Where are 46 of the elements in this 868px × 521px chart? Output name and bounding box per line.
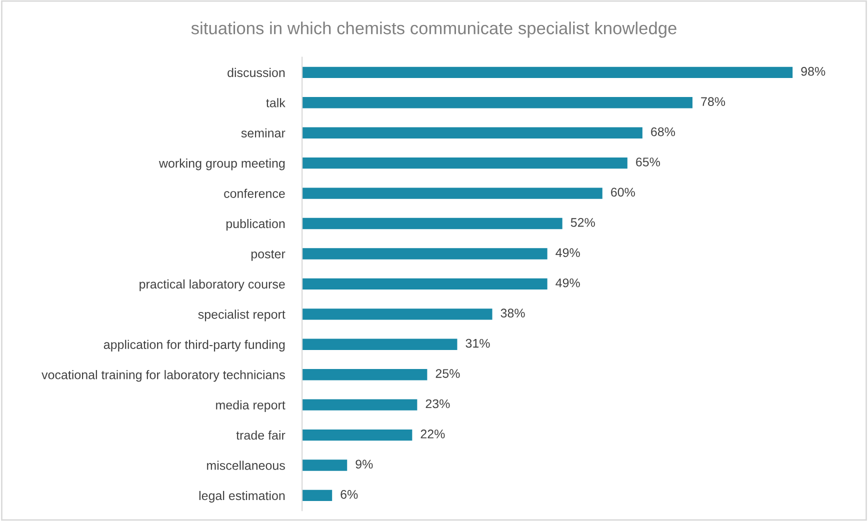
bar (302, 127, 642, 138)
bar (302, 248, 548, 260)
data-label: 78% (701, 97, 726, 106)
bar (302, 157, 628, 169)
bar (302, 338, 458, 350)
data-label: 65% (636, 158, 660, 166)
data-label: 31% (466, 338, 490, 348)
bar (302, 218, 562, 230)
bar (302, 188, 602, 199)
bar (302, 66, 793, 78)
bar (302, 97, 692, 108)
y-tick-label: legal estimation (199, 490, 285, 503)
y-tick-label: specialist report (198, 310, 286, 322)
y-tick-label: seminar (241, 128, 286, 138)
data-label: 23% (426, 399, 450, 408)
y-tick-label: conference (224, 188, 285, 198)
bar (302, 399, 418, 410)
bar (302, 490, 332, 502)
y-tick-label: application for third-party funding (104, 340, 285, 352)
y-tick-label: practical laboratory course (140, 279, 285, 292)
y-tick-label: vocational training for laboratory technicians (42, 370, 285, 382)
data-label: 60% (611, 188, 635, 197)
data-label: 9% (356, 460, 373, 469)
y-tick-label: publication (226, 218, 285, 231)
data-label: 49% (556, 248, 580, 258)
data-label: 6% (340, 490, 358, 499)
y-tick-label: working group meeting (158, 158, 285, 170)
chart-title: situations in which chemists communicate specialist knowledge (191, 22, 676, 38)
bar (302, 308, 492, 320)
y-tick-label: discussion (228, 68, 285, 78)
y-tick-label: trade fair (236, 430, 286, 440)
data-label: 68% (651, 127, 676, 136)
data-label: 98% (801, 66, 826, 76)
bar (302, 460, 348, 471)
data-label: 38% (500, 308, 525, 318)
bar (302, 369, 428, 380)
data-label: 49% (556, 278, 580, 288)
data-label: 25% (436, 369, 460, 378)
bar (302, 278, 548, 290)
y-tick-label: media report (216, 400, 286, 412)
y-tick-label: talk (266, 98, 286, 108)
y-tick-label: poster (251, 250, 286, 261)
bar (302, 429, 412, 441)
y-tick-label: miscellaneous (207, 460, 285, 470)
data-label: 52% (570, 218, 595, 227)
data-label: 22% (420, 430, 445, 438)
